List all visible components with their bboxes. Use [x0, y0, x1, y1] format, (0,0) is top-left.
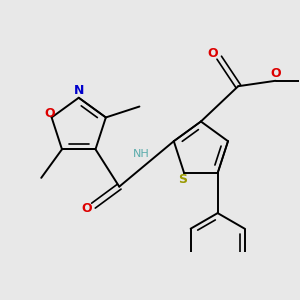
Text: NH: NH: [133, 149, 149, 159]
Text: O: O: [44, 107, 55, 120]
Text: O: O: [270, 68, 281, 80]
Text: O: O: [81, 202, 92, 215]
Text: O: O: [207, 47, 218, 60]
Text: S: S: [178, 173, 187, 186]
Text: N: N: [74, 85, 84, 98]
